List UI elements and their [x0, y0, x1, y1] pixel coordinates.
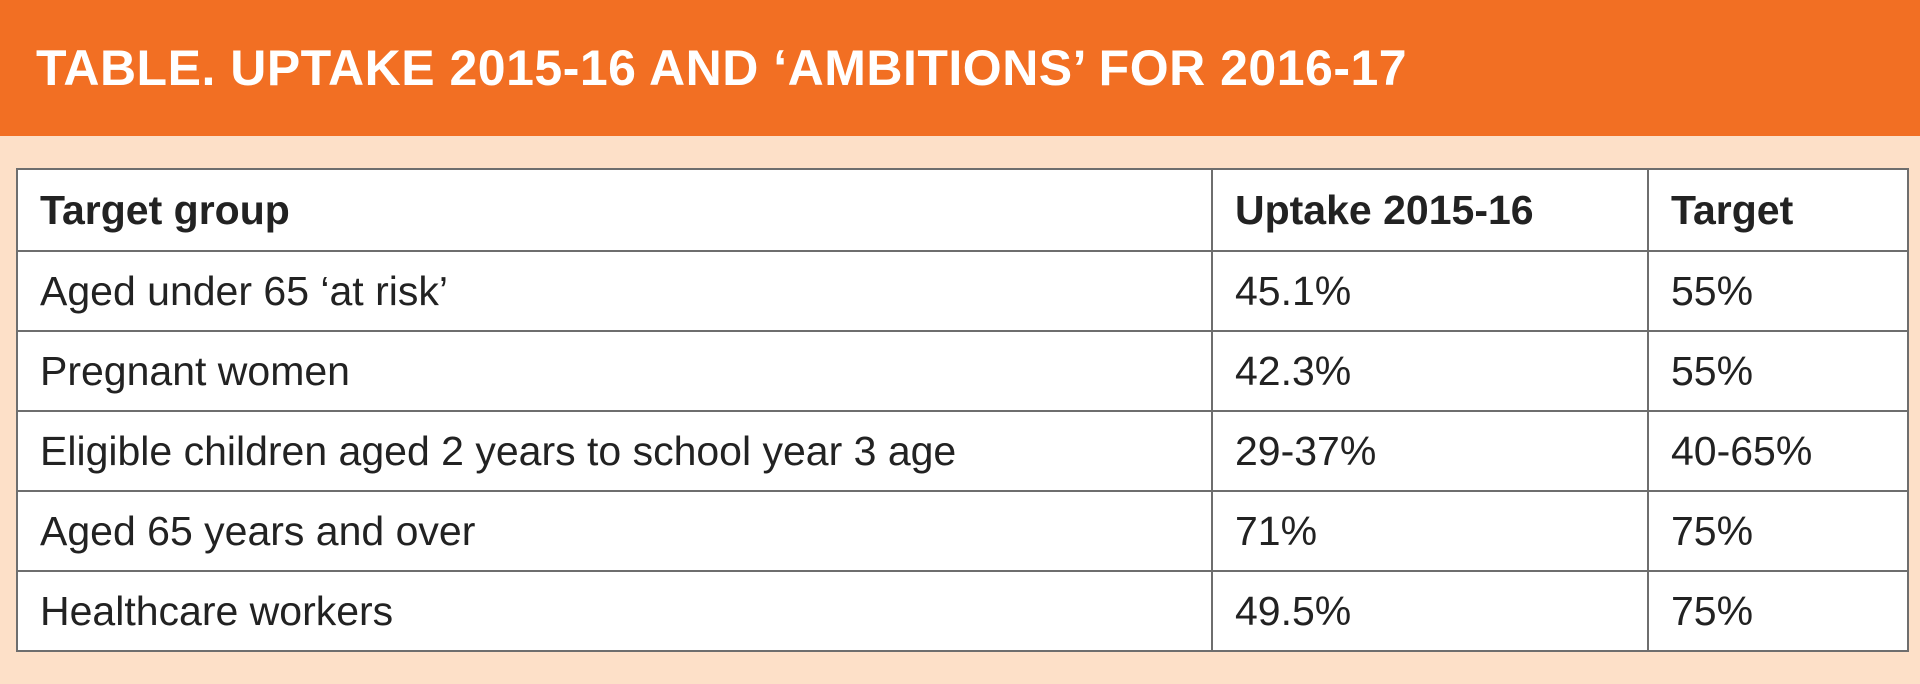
uptake-table: Target group Uptake 2015-16 Target Aged …	[16, 168, 1909, 652]
table-title: TABLE. UPTAKE 2015-16 AND ‘AMBITIONS’ FO…	[36, 40, 1408, 96]
cell-target: 75%	[1647, 570, 1909, 652]
title-banner: TABLE. UPTAKE 2015-16 AND ‘AMBITIONS’ FO…	[0, 0, 1920, 136]
cell-uptake: 45.1%	[1211, 250, 1649, 332]
table-row: Aged under 65 ‘at risk’ 45.1% 55%	[16, 250, 1909, 332]
cell-target-group: Healthcare workers	[16, 570, 1213, 652]
cell-target: 55%	[1647, 330, 1909, 412]
table-header-row: Target group Uptake 2015-16 Target	[16, 168, 1909, 252]
cell-uptake: 49.5%	[1211, 570, 1649, 652]
table-row: Pregnant women 42.3% 55%	[16, 330, 1909, 412]
table-row: Eligible children aged 2 years to school…	[16, 410, 1909, 492]
cell-target-group: Pregnant women	[16, 330, 1213, 412]
cell-uptake: 71%	[1211, 490, 1649, 572]
table-row: Aged 65 years and over 71% 75%	[16, 490, 1909, 572]
header-target: Target	[1647, 168, 1909, 252]
cell-uptake: 29-37%	[1211, 410, 1649, 492]
header-uptake: Uptake 2015-16	[1211, 168, 1649, 252]
cell-target-group: Aged under 65 ‘at risk’	[16, 250, 1213, 332]
cell-target: 75%	[1647, 490, 1909, 572]
header-target-group: Target group	[16, 168, 1213, 252]
cell-uptake: 42.3%	[1211, 330, 1649, 412]
cell-target-group: Eligible children aged 2 years to school…	[16, 410, 1213, 492]
cell-target: 40-65%	[1647, 410, 1909, 492]
cell-target: 55%	[1647, 250, 1909, 332]
cell-target-group: Aged 65 years and over	[16, 490, 1213, 572]
table-row: Healthcare workers 49.5% 75%	[16, 570, 1909, 652]
